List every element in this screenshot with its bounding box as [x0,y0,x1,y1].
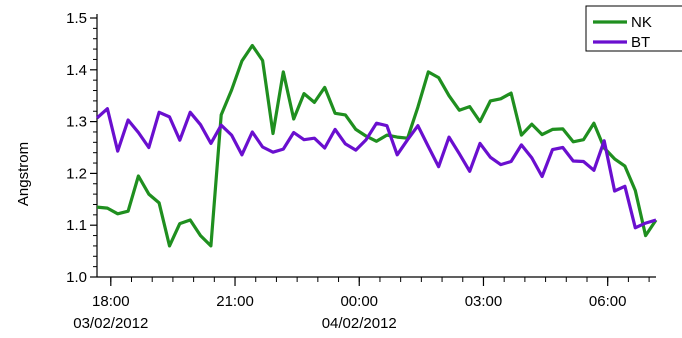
y-axis-title: Angstrom [15,142,32,206]
plot-series [95,43,658,248]
x-tick-label: 18:00 [92,293,130,310]
x-tick-label: 21:00 [216,293,254,310]
legend: NK BT [585,5,682,52]
series-line-nk [96,43,658,248]
x-tick-label: 03:00 [465,293,503,310]
y-tick-label: 1.4 [66,62,87,79]
x-tick-label: 00:00 [340,293,378,310]
y-axis: 1.0 1.1 1.2 1.3 1.4 1.5 [66,10,98,286]
series-line-bt [95,107,657,230]
x-tick-label: 06:00 [589,293,627,310]
x-tick-date-label: 03/02/2012 [73,315,148,332]
y-tick-label: 1.2 [66,165,87,182]
y-tick-label: 1.3 [66,114,87,131]
legend-label-bt: BT [631,34,650,51]
legend-label-nk: NK [631,14,652,31]
y-tick-label: 1.0 [66,269,87,286]
y-tick-label: 1.5 [66,10,87,27]
x-axis: 18:00 03/02/2012 21:00 00:00 04/02/2012 03:00… [73,276,656,332]
y-tick-label: 1.1 [66,217,87,234]
x-tick-date-label: 04/02/2012 [322,315,397,332]
